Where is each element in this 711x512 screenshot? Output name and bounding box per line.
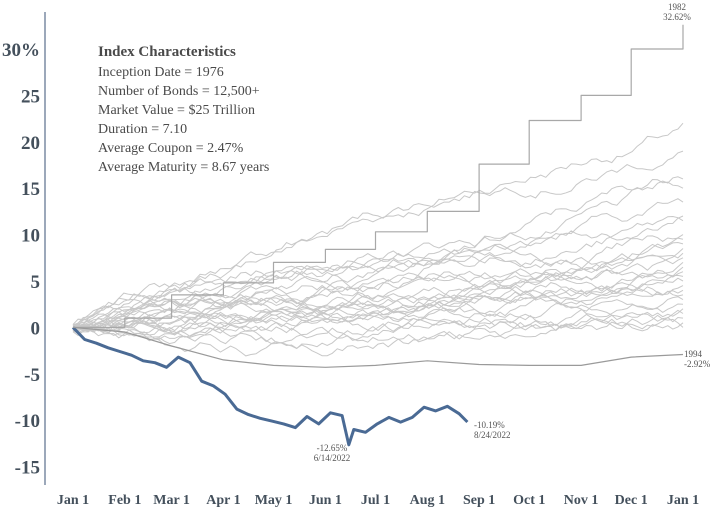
annotation-label: 1982 — [668, 2, 686, 12]
y-axis-ticks: 30% 25 20 15 10 5 0 -5 -10 -15 — [2, 40, 40, 479]
series-line-1982 — [73, 24, 684, 328]
background-series-line — [72, 266, 684, 332]
series-line-2022 — [71, 326, 469, 447]
background-series-line — [72, 262, 684, 337]
y-tick-label: 20 — [21, 133, 40, 154]
background-series-line — [72, 285, 684, 334]
index-characteristics-box: Index Characteristics Inception Date = 1… — [98, 44, 269, 175]
y-tick-label: 25 — [21, 86, 40, 107]
y-tick-label: 15 — [21, 179, 40, 200]
background-series-line — [72, 198, 684, 332]
characteristic-market-value: Market Value = $25 Trillion — [98, 103, 255, 118]
background-series-line — [72, 285, 684, 328]
x-tick-label: Jun 1 — [309, 493, 342, 508]
background-series-line — [72, 230, 684, 326]
background-series-line — [72, 150, 684, 326]
annotation-value: 32.62% — [663, 12, 691, 22]
background-series-line — [72, 282, 684, 332]
annotation-value: -2.92% — [684, 359, 711, 369]
x-tick-label: Dec 1 — [615, 493, 648, 508]
x-tick-label: Feb 1 — [108, 493, 141, 508]
background-series-line — [72, 122, 684, 328]
background-series-line — [72, 287, 684, 332]
x-tick-label: Oct 1 — [513, 493, 545, 508]
annotation-label: -10.19% — [474, 420, 505, 430]
x-tick-label: Jul 1 — [361, 493, 390, 508]
background-series-line — [72, 291, 684, 339]
background-series-group — [72, 122, 684, 357]
background-series-line — [72, 248, 684, 329]
x-tick-label: Sep 1 — [463, 493, 495, 508]
x-tick-label: Jan 1 — [667, 493, 699, 508]
background-series-line — [72, 307, 684, 344]
annotation-value: 8/24/2022 — [474, 430, 511, 440]
background-series-line — [72, 318, 684, 343]
named-series-group — [71, 24, 684, 447]
background-series-line — [72, 274, 684, 338]
characteristic-coupon: Average Coupon = 2.47% — [98, 141, 244, 156]
characteristics-title: Index Characteristics — [98, 44, 236, 60]
y-tick-label: -15 — [15, 458, 40, 479]
background-series-line — [72, 268, 684, 336]
background-series-line — [72, 277, 684, 345]
x-tick-label: Mar 1 — [153, 493, 190, 508]
y-tick-label: 5 — [31, 272, 41, 293]
annotation-value: 6/14/2022 — [314, 453, 351, 463]
series-line-1994 — [72, 326, 684, 368]
background-series-line — [72, 253, 684, 331]
y-tick-label: 10 — [21, 226, 40, 247]
annotation-label: 1994 — [684, 349, 703, 359]
characteristic-duration: Duration = 7.10 — [98, 122, 187, 137]
x-tick-label: Apr 1 — [206, 493, 240, 508]
x-tick-label: Aug 1 — [410, 493, 445, 508]
characteristic-bond-count: Number of Bonds = 12,500+ — [98, 84, 260, 99]
y-tick-label: -5 — [24, 365, 40, 386]
background-series-line — [72, 252, 684, 328]
background-series-line — [72, 215, 684, 338]
characteristic-inception: Inception Date = 1976 — [98, 65, 224, 80]
y-tick-label: 0 — [31, 318, 41, 339]
background-series-line — [72, 215, 684, 334]
characteristic-maturity: Average Maturity = 8.67 years — [98, 160, 269, 175]
x-tick-label: Jan 1 — [57, 493, 89, 508]
x-tick-label: Nov 1 — [564, 493, 599, 508]
annotation-label: -12.65% — [317, 443, 348, 453]
background-series-line — [73, 316, 684, 357]
y-tick-label: 30% — [2, 40, 40, 61]
y-tick-label: -10 — [15, 411, 40, 432]
x-tick-label: May 1 — [255, 493, 293, 508]
x-axis-ticks: Jan 1 Feb 1 Mar 1 Apr 1 May 1 Jun 1 Jul 1 Aug 1… — [57, 493, 699, 508]
